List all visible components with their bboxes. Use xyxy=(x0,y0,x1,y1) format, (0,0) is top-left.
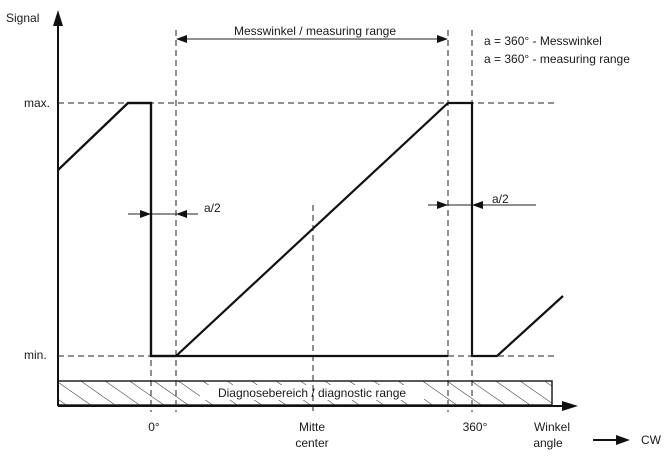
measuring-range-arrow-left xyxy=(176,35,187,43)
max-level-label: max. xyxy=(24,96,50,110)
center-label-en: center xyxy=(295,436,328,450)
zero-deg-label: 0° xyxy=(148,420,160,434)
deg360-label: 360° xyxy=(463,420,488,434)
measuring-range-label-background xyxy=(216,23,412,38)
center-label-de: Mitte xyxy=(299,420,325,434)
signal-curve-left xyxy=(57,101,448,358)
x-axis-label-de: Winkel xyxy=(534,420,570,434)
y-axis-arrow xyxy=(53,10,63,26)
diagnostic-label-background xyxy=(200,385,424,400)
min-level-label: min. xyxy=(24,348,47,362)
cw-arrow-icon xyxy=(616,435,630,445)
note-line-2: a = 360° - measuring range xyxy=(484,52,630,66)
direction-label: CW xyxy=(641,433,662,447)
half-a-right-arrow-out xyxy=(472,201,483,209)
half-a-right-arrow-in xyxy=(437,201,448,209)
half-a-left-arrow-in xyxy=(140,210,151,218)
x-axis-arrow xyxy=(562,401,578,411)
diagnostic-range-label: Diagnosebereich / diagnostic range xyxy=(218,386,406,400)
half-a-left-label: a/2 xyxy=(204,201,221,215)
note-line-1: a = 360° - Messwinkel xyxy=(484,34,602,48)
measuring-range-arrow-right xyxy=(437,35,448,43)
half-a-left-arrow-out xyxy=(176,210,187,218)
x-axis-label-en: angle xyxy=(533,436,563,450)
y-axis-label: Signal xyxy=(6,11,39,25)
half-a-right-label: a/2 xyxy=(492,192,509,206)
signal-curve-main xyxy=(57,101,564,358)
measuring-range-label: Messwinkel / measuring range xyxy=(234,24,396,38)
